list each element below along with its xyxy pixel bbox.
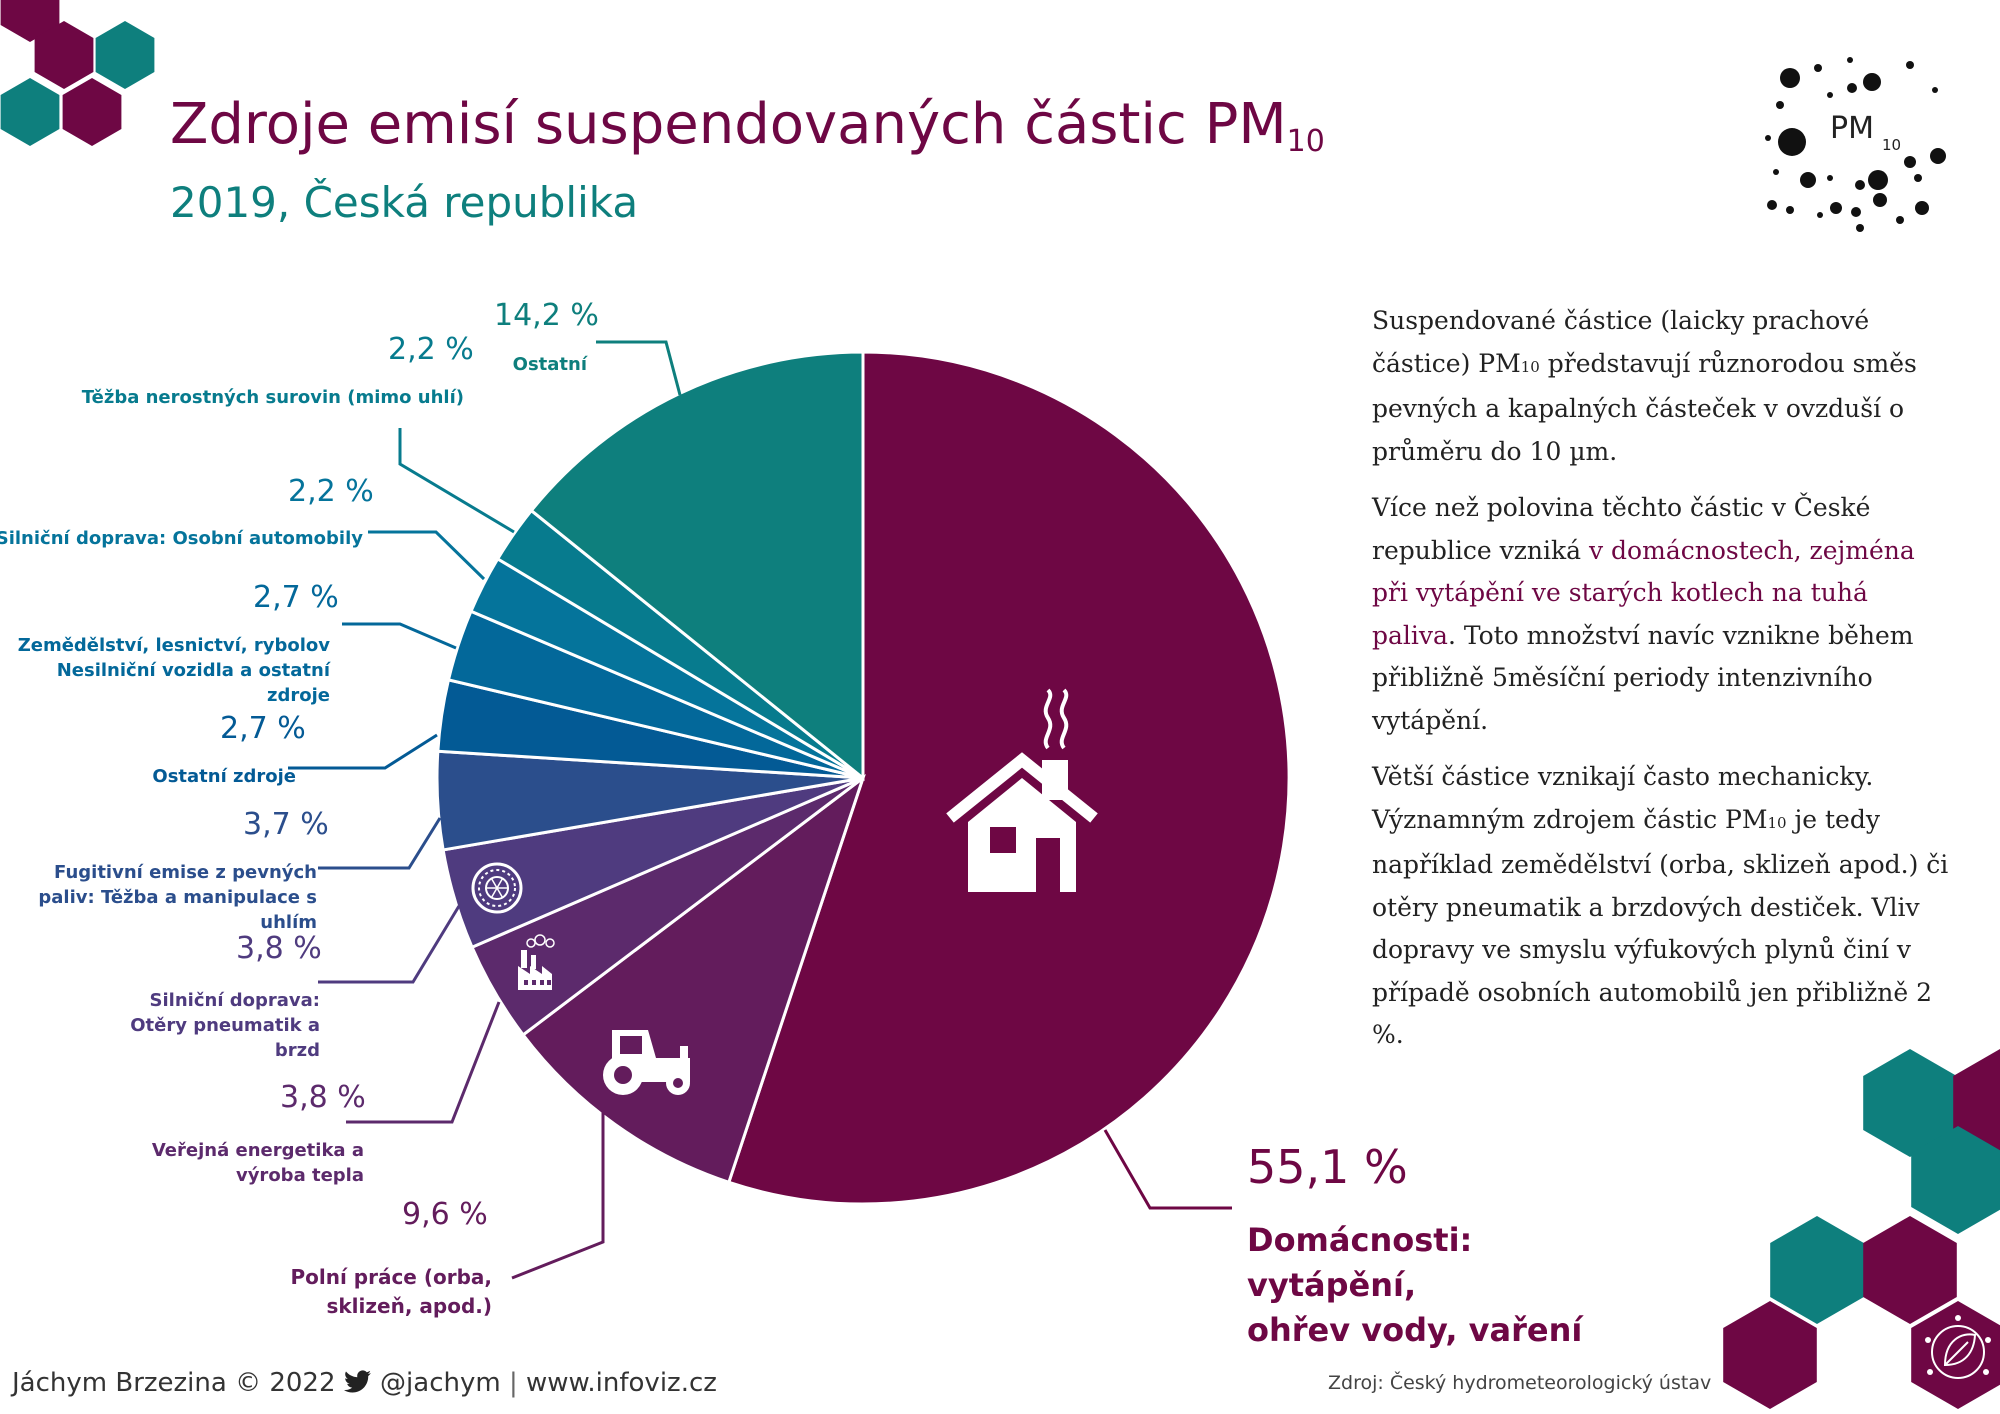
- desc-p2-highlight: v domácnostech, zejména při vytápění ve …: [1372, 535, 1915, 650]
- footer-credits: Jáchym Brzezina © 2022 @jachym | www.inf…: [12, 1368, 717, 1398]
- hexagon: [1863, 1049, 1957, 1157]
- leader-line-4: [318, 817, 442, 870]
- description-text: Suspendované částice (laicky prachové čá…: [1372, 300, 1952, 1071]
- leader-line-3: [318, 905, 461, 984]
- pie-slices: [435, 350, 1291, 1206]
- hexagon: [1723, 1301, 1817, 1409]
- leader-line-8: [398, 428, 515, 534]
- pct-label-osobni-automobily: 2,2 %: [288, 474, 374, 509]
- slice-label-tezba-nerostnych: Těžba nerostných surovin (mimo uhlí): [81, 387, 464, 408]
- description-paragraph-2: Více než polovina těchto částic v České …: [1372, 487, 1952, 742]
- twitter-bird-icon: [343, 1370, 372, 1394]
- footer-author: Jáchym Brzezina © 2022: [12, 1368, 336, 1398]
- title-text: Zdroje emisí suspendovaných částic PM: [170, 92, 1287, 157]
- description-paragraph-3: Větší částice vznikají často mechanicky.…: [1372, 756, 1952, 1057]
- footer-website[interactable]: www.infoviz.cz: [526, 1368, 717, 1398]
- pct-label-polni-prace: 9,6 %: [402, 1197, 488, 1232]
- page-subtitle: 2019, Česká republika: [170, 178, 639, 227]
- leader-line-5: [288, 733, 438, 770]
- hexagon: [1863, 1216, 1957, 1324]
- slice-label-zemedelstvi: Zemědělství, lesnictví, rybolov Nesilnič…: [17, 635, 330, 706]
- hexagon: [1911, 1126, 2000, 1234]
- desc-p3-b: je tedy například zemědělství (orba, skl…: [1372, 804, 1949, 1050]
- footer-separator: |: [508, 1368, 518, 1398]
- house-icon: [946, 688, 1098, 892]
- title-subscript: 10: [1286, 124, 1325, 159]
- hexagon: [1770, 1216, 1864, 1324]
- leader-lines: [288, 340, 1232, 1280]
- factory-icon: [518, 934, 555, 990]
- hexagon: [62, 78, 122, 146]
- slice-label-energetika: Veřejná energetika a výroba tepla: [151, 1140, 364, 1186]
- desc-p1-a: Suspendované částice (laicky prachové čá…: [1372, 306, 1870, 378]
- page-title: Zdroje emisí suspendovaných částic PM10: [170, 92, 1325, 159]
- pct-label-fugitivni: 3,7 %: [243, 807, 329, 842]
- hexagon: [0, 0, 60, 42]
- description-paragraph-1: Suspendované částice (laicky prachové čá…: [1372, 300, 1952, 473]
- leader-line-1: [511, 1112, 605, 1280]
- pct-label-energetika: 3,8 %: [280, 1080, 366, 1115]
- desc-p1-sub: 10: [1520, 357, 1540, 376]
- pct-label-otery: 3,8 %: [236, 931, 322, 966]
- slice-label-polni-prace: Polní práce (orba, sklizeň, apod.): [290, 1265, 492, 1318]
- desc-p3-a: Větší částice vznikají často mechanicky.…: [1372, 762, 1874, 834]
- pm10-logo: PM 10: [1760, 50, 1960, 250]
- tractor-icon: [603, 1030, 690, 1095]
- pct-label-tezba-nerostnych: 2,2 %: [388, 332, 474, 367]
- hexagon: [0, 78, 60, 146]
- particles-icon: PM 10: [1765, 57, 1946, 232]
- slice-icons: [471, 688, 1098, 1095]
- pct-label-ostatni-zdroje: 2,7 %: [220, 711, 306, 746]
- hexagon-decoration-top-left: [0, 0, 155, 146]
- pct-label-ostatni: 14,2 %: [494, 298, 599, 333]
- slice-label-osobni-automobily: Silniční doprava: Osobní automobily: [0, 528, 363, 549]
- pct-label-zemedelstvi: 2,7 %: [253, 580, 339, 615]
- slice-label-domacnosti: Domácnosti: vytápění, ohřev vody, vaření: [1247, 1221, 1583, 1349]
- desc-p2-a: Více než polovina těchto částic v České …: [1372, 493, 1871, 565]
- leader-line-2: [346, 1001, 501, 1124]
- hexagon: [95, 21, 155, 89]
- logo-sub: 10: [1882, 136, 1901, 154]
- desc-p3-sub: 10: [1767, 813, 1787, 832]
- desc-p1-b: představují různorodou směs pevných a ka…: [1372, 348, 1917, 466]
- leader-line-0: [1103, 1129, 1232, 1210]
- slice-label-ostatni-zdroje: Ostatní zdroje: [152, 766, 296, 787]
- data-source: Zdroj: Český hydrometeorologický ústav: [1328, 1372, 1712, 1394]
- leader-line-9: [596, 340, 682, 396]
- leader-line-7: [368, 530, 486, 581]
- desc-p2-b: . Toto množství navíc vznikne během přib…: [1372, 620, 1914, 735]
- hexagon-decoration-bottom-right: [1723, 1049, 2000, 1409]
- leader-line-6: [342, 622, 457, 650]
- logo-text: PM: [1830, 111, 1874, 146]
- slice-label-fugitivni: Fugitivní emise z pevných paliv: Těžba a…: [38, 862, 317, 933]
- eco-leaf-icon: [1925, 1315, 1991, 1379]
- tire-icon: [471, 862, 523, 914]
- slice-label-otery: Silniční doprava: Otěry pneumatik a brzd: [130, 990, 320, 1061]
- hexagon: [34, 21, 94, 89]
- slice-label-ostatni: Ostatní: [512, 354, 587, 375]
- pct-label-domacnosti: 55,1 %: [1247, 1140, 1408, 1194]
- footer-twitter[interactable]: @jachym: [380, 1368, 501, 1398]
